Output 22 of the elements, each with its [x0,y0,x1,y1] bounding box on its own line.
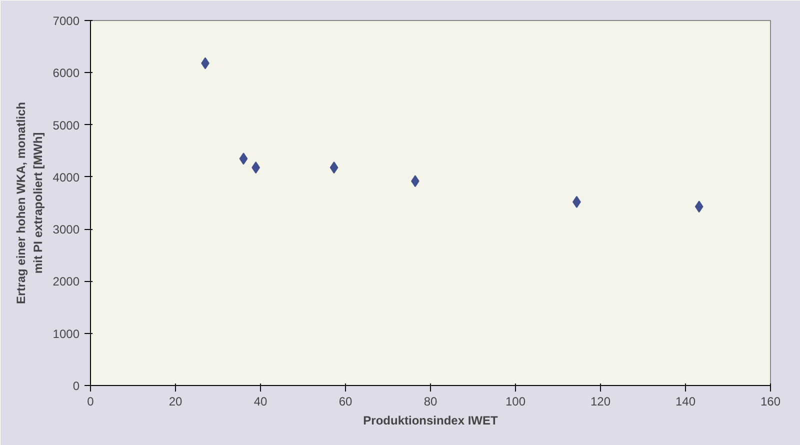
y-tick-label: 2000 [52,274,80,289]
x-tick-label: 0 [87,394,94,408]
x-tick-label: 140 [675,394,696,408]
x-axis-title: Produktionsindex IWET [363,414,499,428]
x-tick-label: 40 [254,394,268,408]
x-tick-label: 120 [590,394,611,408]
y-tick-label: 4000 [52,170,80,184]
y-axis-title: Ertrag einer hohen WKA, monatlich mit PI extrapoliert [MWh] [14,102,45,304]
point [239,152,248,165]
x-tick-label: 20 [168,394,182,408]
x-tick-label: 60 [338,394,352,408]
y-tick-label: 3000 [52,222,80,237]
y-tick-label: 5000 [52,118,80,132]
y-tick-label: 0 [72,379,80,393]
point [330,162,338,174]
x-tick-label: 160 [760,394,781,408]
point [694,200,704,213]
x-tick-label: 80 [424,394,438,408]
x-tick-label: 100 [505,394,526,408]
y-tick-label: 7000 [52,14,80,28]
y-tick-label: 1000 [52,326,80,341]
y-tick-label: 6000 [52,66,80,80]
